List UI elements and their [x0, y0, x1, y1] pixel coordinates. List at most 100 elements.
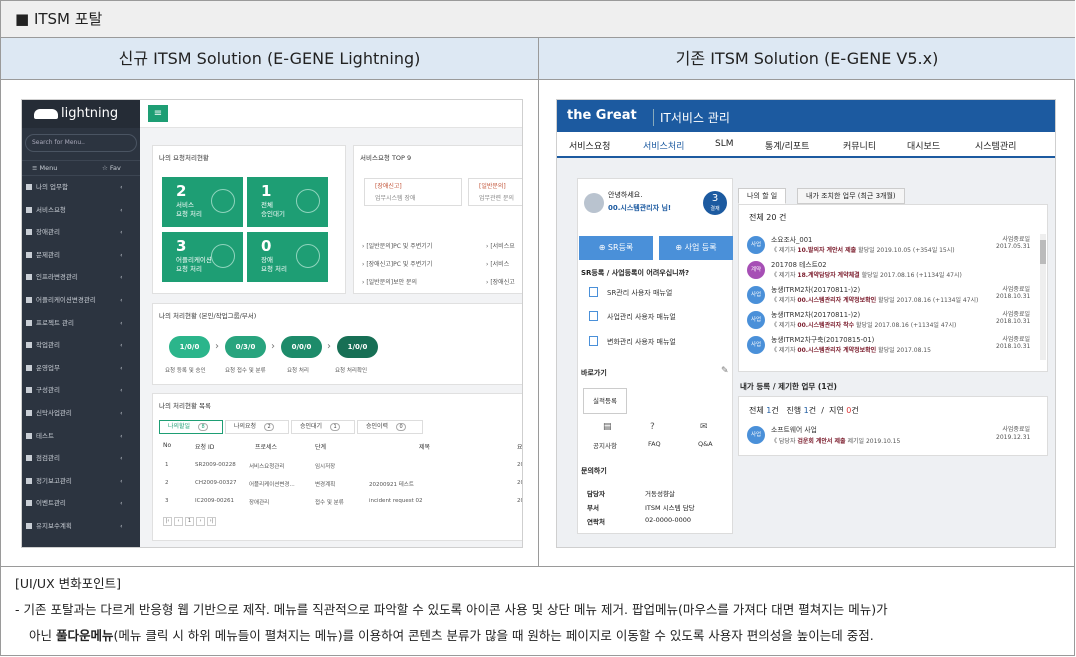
- top9-item[interactable]: [일반문의] 업무관련 문의: [468, 178, 522, 206]
- quick-link-faq[interactable]: FAQ: [648, 440, 661, 448]
- todo-item-meta: 《 제기자 18.계약담당자 계약체결 할당일 2017.08.16 (+113…: [771, 272, 962, 279]
- top9-link[interactable]: › [서비스: [486, 261, 510, 268]
- contact-value: 거동성향살: [645, 490, 675, 498]
- top9-link[interactable]: › [서비스요: [486, 243, 515, 250]
- menu-toggle[interactable]: ≡ Menu: [32, 164, 58, 172]
- process-card: 나의 처리현황 (본인/작업그룹/부서) 1/0/0 › 0/3/0 › 0/0…: [152, 303, 522, 385]
- biz-register-button[interactable]: ⊕ 사업 등록: [659, 236, 733, 260]
- pager-next[interactable]: ›: [196, 517, 205, 526]
- v5-topbar: the Great IT서비스 관리: [557, 100, 1055, 132]
- manual-link[interactable]: SR관리 사용자 매뉴얼: [607, 289, 673, 297]
- chevron-left-icon: ‹: [120, 295, 123, 304]
- shortcut-button[interactable]: 실적등록: [583, 388, 627, 414]
- tab-approval-wait[interactable]: 승인대기 1: [291, 420, 355, 434]
- tab-approval-history[interactable]: 승인이력 0: [357, 420, 423, 434]
- quick-link-notice[interactable]: 공지사항: [593, 442, 617, 450]
- manual-link[interactable]: 사업관리 사용자 매뉴얼: [607, 313, 676, 321]
- sidebar-item[interactable]: 프로젝트 관리 ‹: [22, 312, 140, 335]
- todo-scrollbar[interactable]: [1040, 234, 1046, 360]
- nav-item[interactable]: 통계/리포트: [765, 142, 810, 152]
- todo-item-title[interactable]: 201708 테스트02: [771, 261, 827, 269]
- menu-search-input[interactable]: Search for Menu..: [25, 134, 137, 152]
- table-cell: 임시저장: [315, 464, 336, 470]
- sidebar-item[interactable]: 어플리케이션변경관리 ‹: [22, 289, 140, 312]
- contact-title: 문의하기: [581, 467, 607, 475]
- chevron-left-icon: ‹: [120, 476, 123, 485]
- sidebar-item[interactable]: 서비스요청 ‹: [22, 199, 140, 222]
- pager-first[interactable]: |‹: [163, 517, 172, 526]
- process-title: 나의 처리현황 (본인/작업그룹/부서): [159, 312, 257, 320]
- process-pill[interactable]: 1/0/0: [169, 336, 210, 358]
- sr-register-button[interactable]: ⊕ SR등록: [579, 236, 653, 260]
- pager-page[interactable]: 1: [185, 517, 194, 526]
- sidebar-menu-list: 나의 업무함 ‹ 서비스요청 ‹ 장애관리 ‹ 문제관리 ‹ 인프라변경관리 ‹ 어플리케이션변경관…: [22, 176, 140, 538]
- nav-item[interactable]: 시스템관리: [975, 142, 1017, 152]
- sidebar-item-label: 점검관리: [36, 454, 60, 463]
- todo-item-title[interactable]: 농생ITRM2차(20170811-)2): [771, 286, 861, 294]
- top9-link[interactable]: › [일반문의]보안 문의: [362, 279, 418, 286]
- nav-item[interactable]: 커뮤니티: [843, 142, 877, 152]
- todo-item-status: 사업중료일: [1002, 236, 1030, 243]
- pager-prev[interactable]: ‹: [174, 517, 183, 526]
- process-pill[interactable]: 1/0/0: [337, 336, 378, 358]
- status-tile[interactable]: 1 전체 승인대기: [247, 177, 328, 227]
- scroll-thumb[interactable]: [1040, 240, 1046, 264]
- todo-item-title[interactable]: 농생ITRM2차(20170811-)2): [771, 311, 861, 319]
- sidebar-item[interactable]: 점검관리 ‹: [22, 447, 140, 470]
- fav-toggle[interactable]: ☆ Fav: [102, 164, 121, 172]
- chevron-left-icon: ‹: [120, 431, 123, 440]
- nav-item-active[interactable]: 서비스처리: [643, 142, 685, 152]
- registered-item-title[interactable]: 소프트웨어 사업: [771, 426, 817, 434]
- top9-link[interactable]: › [장애신고: [486, 279, 515, 286]
- pager-last[interactable]: ›|: [207, 517, 216, 526]
- todo-item-title[interactable]: 농생ITRM2차구축(20170815-01): [771, 336, 875, 344]
- lightning-sidebar: lightning Search for Menu.. ≡ Menu ☆ Fav…: [22, 100, 140, 547]
- sidebar-item[interactable]: 장애관리 ‹: [22, 221, 140, 244]
- top9-item[interactable]: [장애신고] 업무시스템 장애: [364, 178, 462, 206]
- tab-mytodo[interactable]: 나의할일 8: [159, 420, 223, 434]
- sidebar-item[interactable]: 정기보고관리 ‹: [22, 470, 140, 493]
- tab-myrequest[interactable]: 나의요청 2: [225, 420, 289, 434]
- manual-link[interactable]: 변화관리 사용자 매뉴얼: [607, 338, 676, 346]
- process-pill[interactable]: 0/3/0: [225, 336, 266, 358]
- sidebar-item[interactable]: 테스트 ‹: [22, 425, 140, 448]
- table-cell[interactable]: 20200921 테스트: [369, 482, 414, 488]
- top9-link[interactable]: › [일반문의]PC 및 주변기기: [362, 243, 433, 250]
- sidebar-item[interactable]: 작업관리 ‹: [22, 334, 140, 357]
- sidebar-item[interactable]: 인프라변경관리 ‹: [22, 266, 140, 289]
- nav-item[interactable]: SLM: [715, 139, 734, 149]
- sidebar-item[interactable]: 유지보수계획 ‹: [22, 515, 140, 538]
- qna-icon: ✉: [700, 422, 708, 432]
- sidebar-item[interactable]: 문제관리 ‹: [22, 244, 140, 267]
- nav-item[interactable]: 서비스요청: [569, 142, 611, 152]
- tab-my-todo[interactable]: 나의 할 일: [738, 188, 787, 204]
- status-tile[interactable]: 3 어플리케이션 요청 처리: [162, 232, 243, 282]
- table-cell[interactable]: incident request 02: [369, 498, 423, 504]
- status-tile[interactable]: 2 서비스 요청 처리: [162, 177, 243, 227]
- sidebar-item[interactable]: 이벤트관리 ‹: [22, 492, 140, 515]
- sidebar-item-label: 장애관리: [36, 228, 60, 237]
- user-name: 00.시스템관리자 님!: [608, 204, 672, 212]
- quick-link-qna[interactable]: Q&A: [698, 440, 713, 448]
- tab-my-done[interactable]: 내가 조치한 업무 (최근 3개월): [797, 188, 905, 204]
- approval-count[interactable]: 3 결재: [703, 191, 727, 215]
- edit-icon[interactable]: ✎: [721, 366, 729, 376]
- notes-line1: - 기존 포탈과는 다르게 반응형 웹 기반으로 제작. 메뉴를 직관적으로 파…: [15, 602, 888, 617]
- top9-link[interactable]: › [장애신고]PC 및 주변기기: [362, 261, 433, 268]
- col-header: 제목: [419, 444, 431, 451]
- sidebar-item[interactable]: 나의 업무함 ‹: [22, 176, 140, 199]
- sidebar-item-label: 운영업무: [36, 363, 60, 372]
- hamburger-button[interactable]: ≡: [148, 105, 168, 122]
- menu-icon: [26, 387, 32, 394]
- v5-screenshot: the Great IT서비스 관리 서비스요청 서비스처리 SLM 통계/리포…: [556, 99, 1056, 548]
- todo-item-title[interactable]: 소요조사_001: [771, 236, 813, 244]
- sidebar-item[interactable]: 신탁사업관리 ‹: [22, 402, 140, 425]
- sec2-title: 내가 등록 / 제기한 업무 (1건): [740, 382, 837, 391]
- chevron-left-icon: ‹: [120, 205, 123, 214]
- nav-item[interactable]: 대시보드: [907, 142, 941, 152]
- sidebar-item[interactable]: 구성관리 ‹: [22, 379, 140, 402]
- status-tile[interactable]: 0 장애 요청 처리: [247, 232, 328, 282]
- table-cell: 2020: [517, 498, 522, 504]
- sidebar-item[interactable]: 운영업무 ‹: [22, 357, 140, 380]
- process-pill[interactable]: 0/0/0: [281, 336, 322, 358]
